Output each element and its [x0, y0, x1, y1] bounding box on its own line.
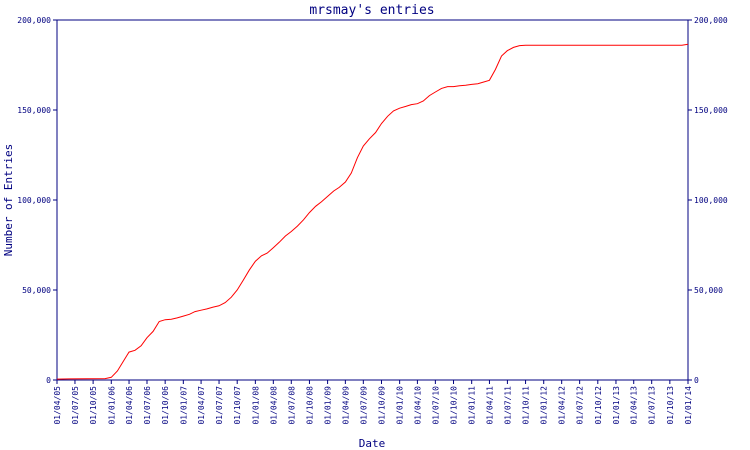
y-axis-left: 0 50,000 100,000 150,000 200,000	[17, 16, 57, 385]
x-tick-label: 01/10/09	[377, 386, 386, 425]
x-tick-label: 01/01/11	[468, 386, 477, 425]
x-tick-label: 01/07/13	[648, 386, 657, 425]
x-tick-label: 01/07/10	[431, 386, 440, 425]
x-tick-label: 01/07/11	[503, 386, 512, 425]
x-tick-label: 01/01/14	[684, 386, 693, 425]
x-tick-label: 01/04/09	[341, 386, 350, 425]
x-tick-label: 01/04/06	[125, 386, 134, 425]
y-tick-label-right: 0	[694, 376, 699, 385]
x-tick-label: 01/07/09	[359, 386, 368, 425]
x-tick-label: 01/01/13	[612, 386, 621, 425]
x-tick-label: 01/04/13	[630, 386, 639, 425]
plot-area-frame	[56, 19, 689, 381]
x-tick-label: 01/07/12	[576, 386, 585, 425]
x-tick-label: 01/04/10	[413, 386, 422, 425]
y-tick-label-left: 200,000	[17, 16, 51, 25]
x-tick-label: 01/04/08	[269, 386, 278, 425]
x-tick-label: 01/01/10	[396, 386, 405, 425]
x-tick-label: 01/01/07	[179, 386, 188, 425]
x-tick-label: 01/10/12	[594, 386, 603, 425]
y-axis-right: 0 50,000 100,000 150,000 200,000	[688, 16, 728, 385]
x-axis: 01/04/05 01/07/05 01/10/05 01/01/06 01/04/06…	[53, 380, 693, 425]
x-tick-label: 01/07/06	[143, 386, 152, 425]
x-tick-label: 01/01/09	[324, 386, 333, 425]
x-tick-label: 01/01/06	[107, 386, 116, 425]
y-tick-label-left: 100,000	[17, 196, 51, 205]
x-tick-label: 01/01/12	[540, 386, 549, 425]
y-tick-label-right: 100,000	[694, 196, 728, 205]
chart-title: mrsmay's entries	[309, 3, 434, 18]
x-tick-label: 01/10/06	[161, 386, 170, 425]
y-tick-label-right: 150,000	[694, 106, 728, 115]
y-tick-label-left: 0	[46, 376, 51, 385]
y-tick-label-left: 50,000	[22, 286, 51, 295]
x-tick-label: 01/10/10	[450, 386, 459, 425]
x-tick-label: 01/04/05	[53, 386, 62, 425]
x-tick-label: 01/10/13	[666, 386, 675, 425]
x-tick-label: 01/10/08	[305, 386, 314, 425]
x-tick-label: 01/04/07	[197, 386, 206, 425]
y-tick-label-left: 150,000	[17, 106, 51, 115]
x-tick-label: 01/10/07	[233, 386, 242, 425]
x-tick-label: 01/04/11	[485, 386, 494, 425]
x-tick-label: 01/07/08	[287, 386, 296, 425]
x-tick-label: 01/01/08	[251, 386, 260, 425]
x-tick-label: 01/10/11	[522, 386, 531, 425]
x-tick-label: 01/04/12	[558, 386, 567, 425]
y-axis-label: Number of Entries	[2, 144, 15, 257]
y-tick-label-right: 200,000	[694, 16, 728, 25]
x-tick-label: 01/10/05	[89, 386, 98, 425]
x-axis-label: Date	[359, 437, 386, 450]
y-tick-label-right: 50,000	[694, 286, 723, 295]
x-tick-label: 01/07/05	[71, 386, 80, 425]
x-tick-label: 01/07/07	[215, 386, 224, 425]
entries-series-line	[56, 43, 689, 380]
